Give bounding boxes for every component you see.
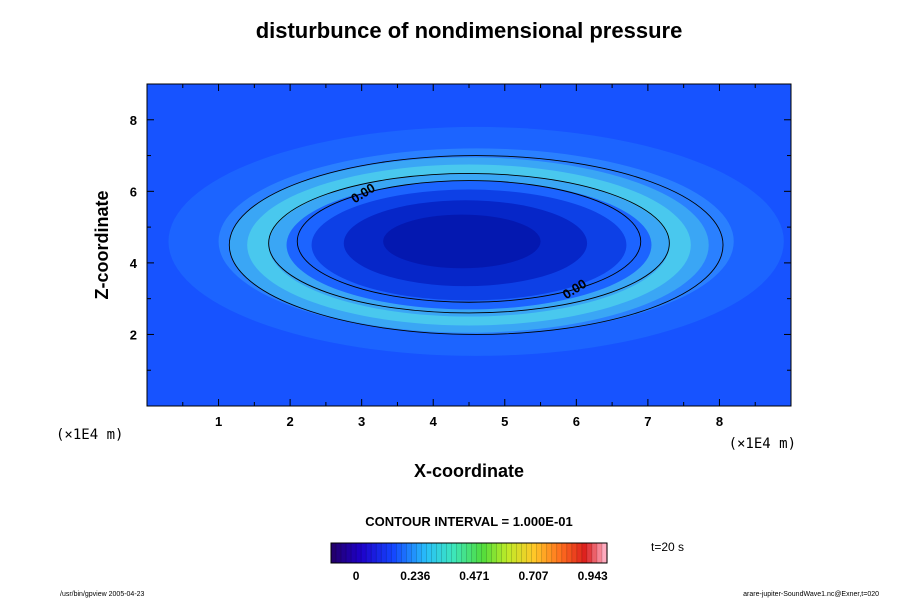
y-unit-label: (×1E4 m) [56, 427, 123, 443]
colorbar-band [541, 543, 548, 563]
colorbar-tick-label: 0.236 [400, 569, 430, 583]
colorbar-band [481, 543, 488, 563]
colorbar-band [516, 543, 523, 563]
contour-interval-label: CONTOUR INTERVAL = 1.000E-01 [365, 514, 572, 529]
colorbar-band [371, 543, 377, 563]
x-axis: 1 2 3 4 5 6 7 8 [182, 84, 756, 429]
colorbar-band [431, 543, 437, 563]
y-tick-label: 4 [130, 256, 138, 271]
x-tick-label: 5 [501, 414, 508, 429]
colorbar-band [441, 543, 448, 563]
time-label: t=20 s [651, 540, 684, 554]
colorbar-band [536, 543, 543, 563]
colorbar [330, 543, 608, 563]
x-axis-label: X-coordinate [414, 461, 524, 481]
colorbar-tick-label: 0.707 [518, 569, 548, 583]
colorbar-band [351, 543, 357, 563]
y-tick-label: 2 [130, 327, 137, 342]
colorbar-band [596, 543, 603, 563]
footer-right: arare-jupiter-SoundWave1.nc@Exner,t=020 [743, 591, 879, 598]
y-axis-label: Z-coordinate [92, 190, 112, 299]
colorbar-band [401, 543, 407, 563]
colorbar-frame [330, 542, 608, 564]
colorbar-band [406, 543, 412, 563]
colorbar-band [346, 543, 352, 563]
x-tick-label: 3 [358, 414, 365, 429]
colorbar-band [601, 543, 608, 563]
footer-left: /usr/bin/gpview 2005-04-23 [60, 591, 145, 598]
colorbar-band [581, 543, 588, 563]
colorbar-band [566, 543, 573, 563]
colorbar-band [556, 543, 563, 563]
colorbar-band [426, 543, 432, 563]
colorbar-band [531, 543, 538, 563]
colorbar-band [461, 543, 468, 563]
colorbar-band [571, 543, 578, 563]
x-unit-label: (×1E4 m) [729, 436, 796, 452]
colorbar-band [526, 543, 533, 563]
colorbar-band [386, 543, 392, 563]
colorbar-band [436, 543, 442, 563]
x-tick-label: 1 [215, 414, 222, 429]
x-tick-label: 6 [573, 414, 580, 429]
colorbar-band [456, 543, 463, 563]
colorbar-band [396, 543, 402, 563]
colorbar-band [466, 543, 473, 563]
colorbar-band [381, 543, 387, 563]
colorbar-band [361, 543, 367, 563]
colorbar-band [476, 543, 483, 563]
colorbar-band [421, 543, 427, 563]
colorbar-band [591, 543, 598, 563]
field-band [383, 214, 541, 269]
colorbar-band [546, 543, 553, 563]
colorbar-band [496, 543, 503, 563]
colorbar-band [336, 543, 342, 563]
colorbar-band [561, 543, 568, 563]
colorbar-band [356, 543, 362, 563]
colorbar-tick-label: 0.943 [578, 569, 608, 583]
colorbar-band [491, 543, 498, 563]
x-tick-label: 7 [644, 414, 651, 429]
colorbar-band [446, 543, 453, 563]
contour-line [268, 172, 670, 314]
colorbar-band [576, 543, 583, 563]
colorbar-band [551, 543, 558, 563]
colorbar-band [366, 543, 372, 563]
y-tick-label: 8 [130, 113, 137, 128]
colorbar-band [411, 543, 417, 563]
colorbar-band [341, 543, 347, 563]
colorbar-band [391, 543, 397, 563]
colorbar-band [486, 543, 493, 563]
colorbar-band [511, 543, 518, 563]
colorbar-band [586, 543, 593, 563]
colorbar-band [521, 543, 528, 563]
colorbar-band [501, 543, 508, 563]
colorbar-band [331, 543, 337, 563]
colorbar-band [506, 543, 513, 563]
x-tick-label: 4 [430, 414, 438, 429]
y-axis: 2 4 6 8 [130, 113, 791, 371]
contour-line [296, 180, 642, 303]
contour-line [228, 155, 724, 335]
colorbar-ticks: 0 0.236 0.471 0.707 0.943 [353, 569, 608, 583]
colorbar-tick-label: 0.471 [459, 569, 489, 583]
colorbar-band [471, 543, 478, 563]
shaded-field [168, 126, 784, 356]
colorbar-band [416, 543, 422, 563]
y-tick-label: 6 [130, 184, 137, 199]
contour-lines [228, 155, 724, 335]
colorbar-band [376, 543, 382, 563]
colorbar-band [451, 543, 458, 563]
chart-title: disturbunce of nondimensional pressure [256, 18, 683, 43]
colorbar-tick-label: 0 [353, 569, 360, 583]
x-tick-label: 8 [716, 414, 723, 429]
x-tick-label: 2 [286, 414, 293, 429]
